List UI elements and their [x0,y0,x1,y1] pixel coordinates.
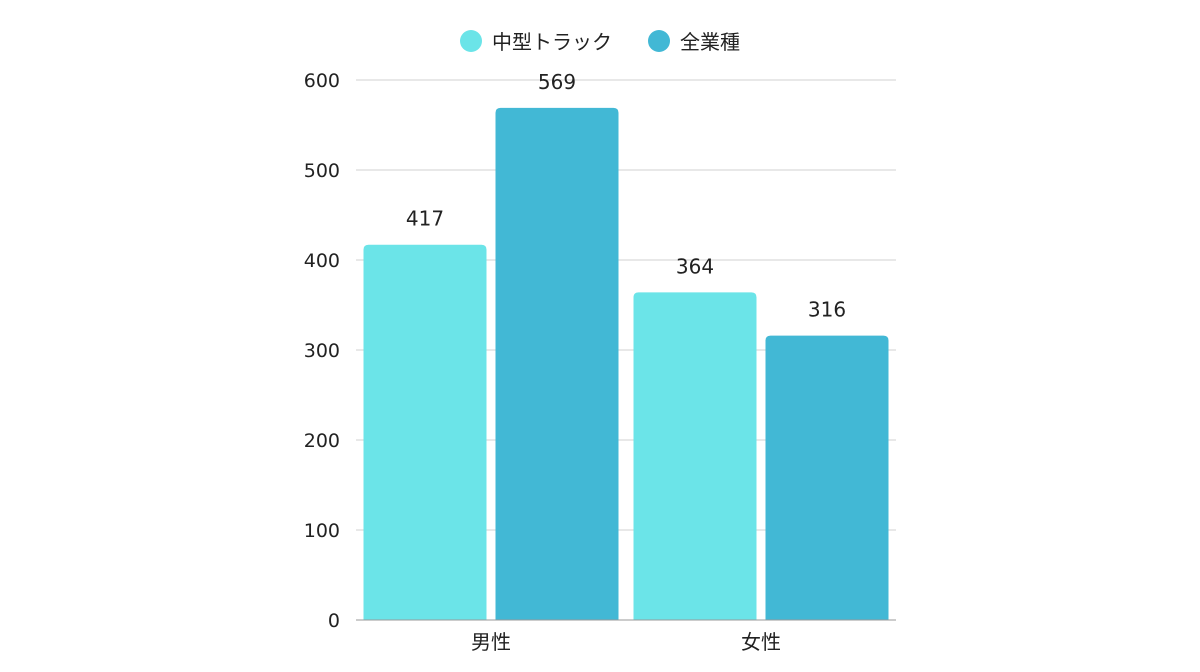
legend-item-series-2[interactable]: 全業種 [648,26,740,55]
data-label-2-1: 569 [538,70,576,94]
legend-swatch-series-2 [648,29,670,52]
bar-1-1 [363,244,487,620]
legend-item-series-1[interactable]: 中型トラック [460,26,612,55]
y-tick-label-600: 600 [304,70,340,92]
bar-2-2 [765,335,889,620]
y-tick-label-400: 400 [304,250,340,272]
bar-2-1 [495,107,619,620]
legend-swatch-series-1 [460,29,482,52]
y-tick-label-300: 300 [304,340,340,362]
data-label-1-2: 364 [676,254,714,278]
y-tick-label-500: 500 [304,160,340,182]
y-tick-label-0: 0 [328,610,340,632]
x-tick-label-1: 男性 [471,630,511,654]
y-tick-label-100: 100 [304,520,340,542]
chart-legend: 中型トラック 全業種 [0,26,1200,55]
y-tick-label-200: 200 [304,430,340,452]
data-label-1-1: 417 [406,207,444,231]
legend-label-series-1: 中型トラック [492,30,612,54]
legend-label-series-2: 全業種 [680,30,740,54]
data-label-2-2: 316 [808,298,846,322]
bar-1-2 [633,292,757,620]
x-tick-label-2: 女性 [741,630,781,654]
